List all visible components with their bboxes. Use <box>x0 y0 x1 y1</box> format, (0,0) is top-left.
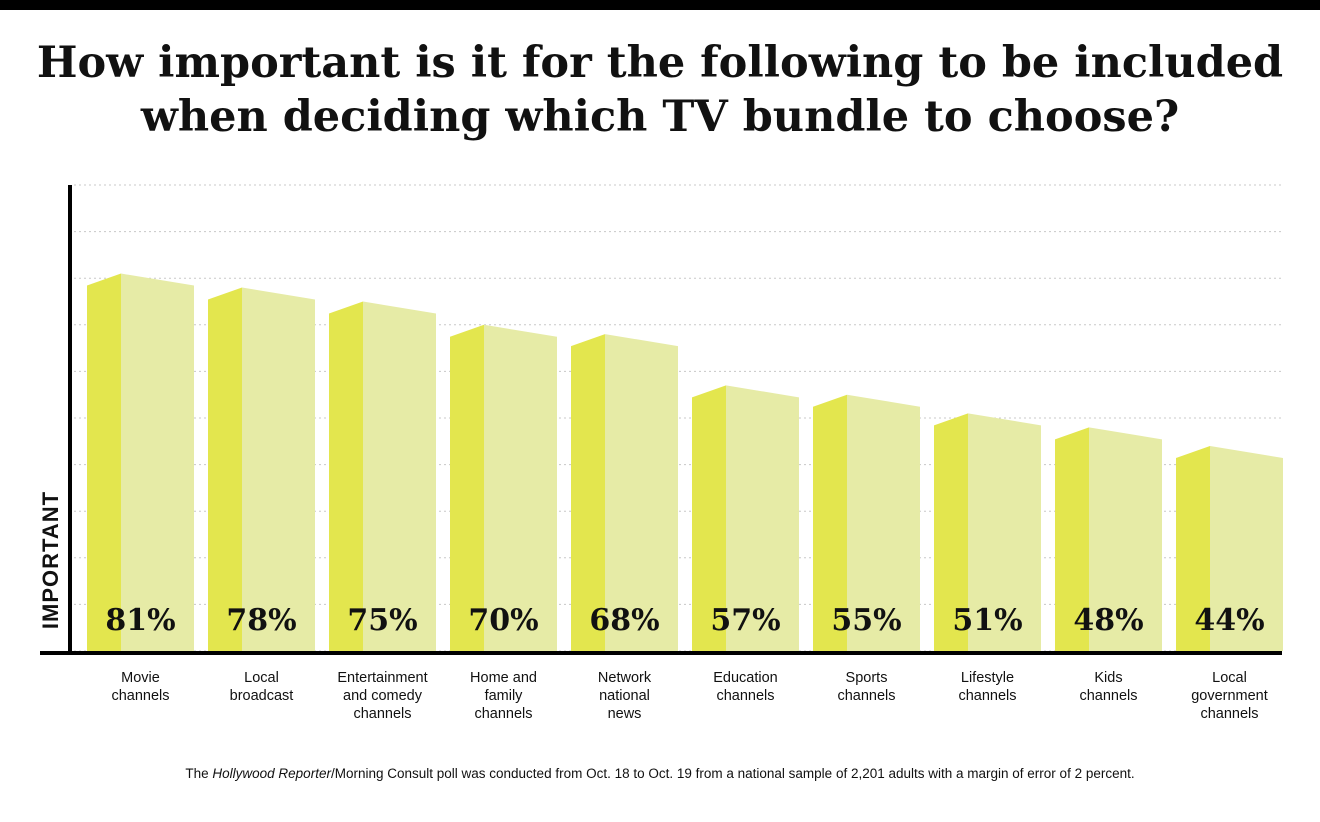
value-label: 68% <box>589 603 659 638</box>
category-label-line: channels <box>353 706 411 722</box>
category-label-line: channels <box>1079 688 1137 704</box>
category-label-line: family <box>485 688 524 704</box>
value-label: 57% <box>710 603 780 638</box>
footnote-text: /Morning Consult poll was conducted from… <box>330 766 1135 781</box>
category-label-line: channels <box>837 688 895 704</box>
category-label: Local broadcast <box>230 670 294 704</box>
chart-title: How important is it for the following to… <box>0 36 1320 144</box>
bar-side-face <box>726 385 799 651</box>
category-label: Movie channels <box>111 670 169 704</box>
category-label-line: channels <box>474 706 532 722</box>
category-label: Education channels <box>713 670 778 704</box>
category-label-line: news <box>608 706 642 722</box>
category-label: Lifestyle channels <box>958 670 1016 704</box>
bar-side-face <box>1210 445 1283 651</box>
category-label-line: Network <box>598 670 652 686</box>
bar-side-face <box>1089 427 1162 651</box>
bar-front-face <box>692 385 726 651</box>
category-label-line: channels <box>1200 706 1258 722</box>
bar-front-face <box>813 394 847 651</box>
bar-side-face <box>605 334 678 651</box>
value-label: 48% <box>1073 603 1143 638</box>
category-label-line: Home and <box>470 670 537 686</box>
value-label: 81% <box>105 603 175 638</box>
bar-front-face <box>329 301 363 651</box>
bars <box>87 273 1283 651</box>
category-label-line: Entertainment <box>337 670 427 686</box>
chart-title-line-2: when deciding which TV bundle to choose? <box>140 92 1180 142</box>
category-label: Network national news <box>598 670 652 722</box>
bar-side-face <box>121 273 194 651</box>
bar-front-face <box>571 334 605 651</box>
bar-side-face <box>968 413 1041 651</box>
footnote: The Hollywood Reporter/Morning Consult p… <box>0 766 1320 781</box>
bar-front-face <box>208 287 242 651</box>
top-bar <box>0 0 1320 10</box>
category-label-line: and comedy <box>343 688 423 704</box>
category-label-line: broadcast <box>230 688 294 704</box>
bar-side-face <box>363 301 436 651</box>
bar-front-face <box>87 273 121 651</box>
y-axis-label: IMPORTANT <box>38 491 63 629</box>
footnote-prefix: The <box>185 766 213 781</box>
category-label-line: Lifestyle <box>961 670 1014 686</box>
bar-chart: 81% 78% 75% 70% 68% 57% 55% 51% 48% 44% Movie chan… <box>38 184 1283 722</box>
value-label: 78% <box>226 603 296 638</box>
category-label: Home and family channels <box>470 670 537 722</box>
category-label-line: Kids <box>1094 670 1122 686</box>
category-label-line: Local <box>244 670 279 686</box>
category-label-line: channels <box>958 688 1016 704</box>
bar-front-face <box>450 324 484 651</box>
bar-front-face <box>1176 445 1210 651</box>
value-label: 55% <box>831 603 901 638</box>
bar-side-face <box>242 287 315 651</box>
value-labels: 81% 78% 75% 70% 68% 57% 55% 51% 48% 44% <box>105 603 1264 638</box>
footnote-publication: Hollywood Reporter <box>212 766 331 781</box>
category-label: Entertainment and comedy channels <box>337 670 427 722</box>
category-label-line: Movie <box>121 670 160 686</box>
bar-side-face <box>847 394 920 651</box>
category-label-line: government <box>1191 688 1268 704</box>
bar-front-face <box>934 413 968 651</box>
value-label: 75% <box>347 603 417 638</box>
category-label-line: channels <box>111 688 169 704</box>
category-label-line: channels <box>716 688 774 704</box>
category-label-line: Education <box>713 670 778 686</box>
value-label: 44% <box>1194 603 1264 638</box>
category-label-line: Local <box>1212 670 1247 686</box>
value-label: 70% <box>468 603 538 638</box>
category-label: Local government channels <box>1191 670 1268 722</box>
bar-front-face <box>1055 427 1089 651</box>
category-label: Sports channels <box>837 670 895 704</box>
category-label: Kids channels <box>1079 670 1137 704</box>
category-labels: Movie channels Local broadcast Entertainment… <box>111 670 1267 722</box>
value-label: 51% <box>952 603 1022 638</box>
chart-title-line-1: How important is it for the following to… <box>36 38 1284 88</box>
category-label-line: national <box>599 688 650 704</box>
bar-side-face <box>484 324 557 651</box>
category-label-line: Sports <box>846 670 888 686</box>
